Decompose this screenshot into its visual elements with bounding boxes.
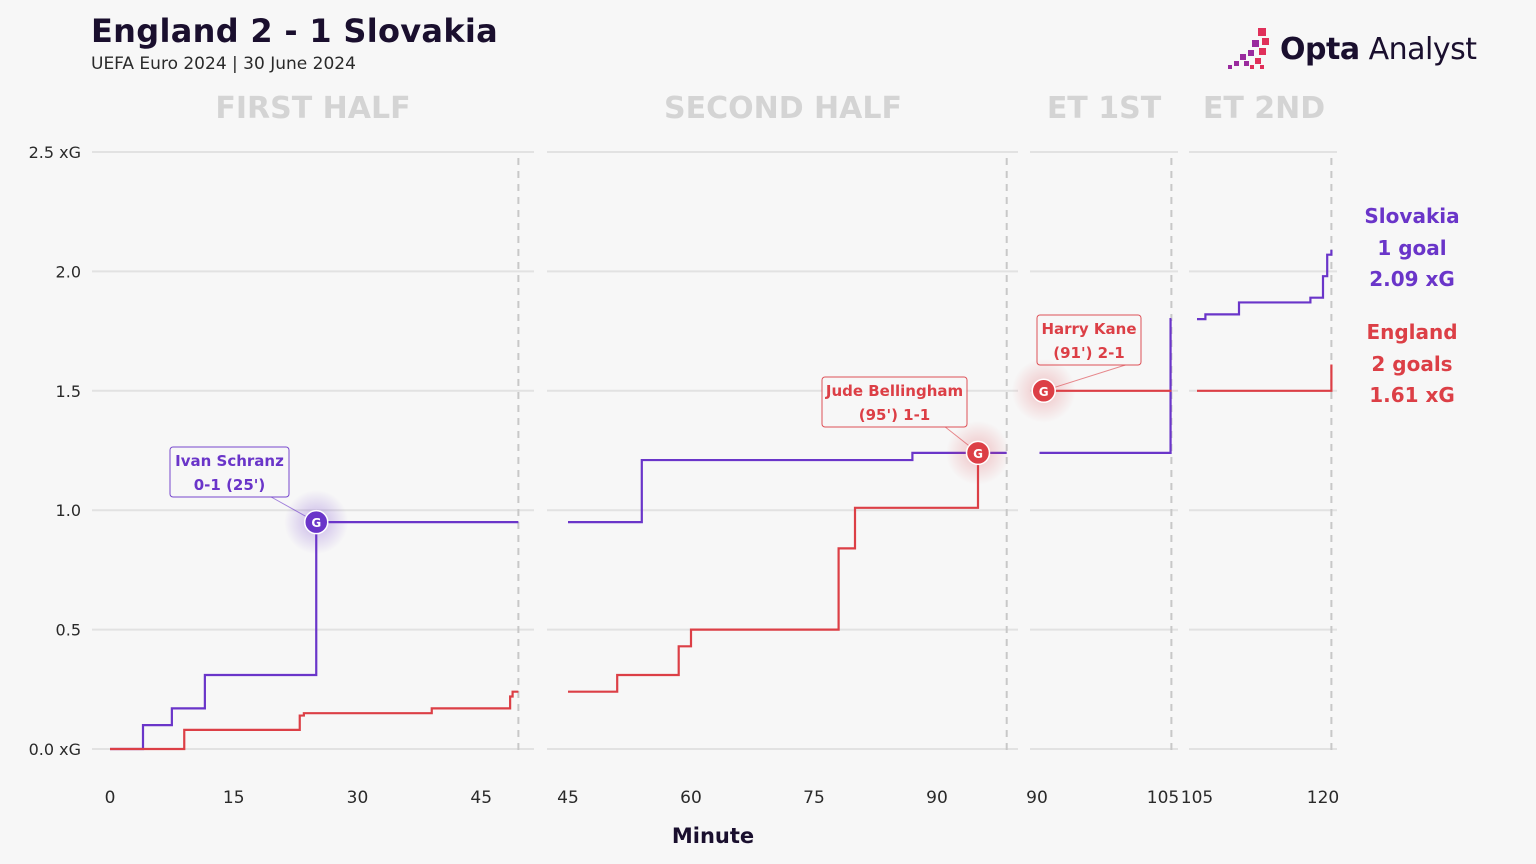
legend-england-team: England — [1366, 320, 1458, 344]
legend-slovakia: Slovakia 1 goal 2.09 xG — [1352, 201, 1472, 296]
annotation-scorer: Ivan Schranz — [175, 452, 284, 470]
x-tick-label: 105 — [1181, 788, 1213, 808]
legend-england-xg: 1.61 xG — [1369, 383, 1455, 407]
y-tick-label: 2.5 xG — [29, 143, 81, 162]
y-tick-label: 2.0 — [56, 262, 81, 281]
legend-slovakia-xg: 2.09 xG — [1369, 267, 1455, 291]
brand-name-strong: Opta — [1280, 31, 1360, 67]
period-label: SECOND HALF — [664, 91, 902, 126]
x-tick-label: 45 — [557, 788, 579, 808]
series-line-england — [110, 690, 519, 751]
y-tick-label: 1.5 — [56, 382, 81, 401]
brand-logo: Opta Analyst — [1228, 26, 1477, 72]
x-tick-label: 0 — [105, 788, 116, 808]
x-tick-label: 30 — [347, 788, 369, 808]
brand-name-light: Analyst — [1359, 31, 1477, 67]
brand-name: Opta Analyst — [1280, 32, 1477, 67]
page-title: England 2 - 1 Slovakia — [91, 12, 499, 50]
x-tick-label: 75 — [803, 788, 825, 808]
goal-marker-icon — [304, 509, 329, 535]
annotation-score: (91') 2-1 — [1053, 344, 1125, 362]
goal-marker-icon — [965, 440, 991, 466]
x-tick-label: 15 — [223, 788, 245, 808]
x-tick-label: 45 — [470, 788, 492, 808]
annotation-box — [821, 376, 968, 428]
series-line-slovakia — [110, 521, 519, 751]
goal-marker-label: G — [1039, 385, 1049, 399]
series-line-slovakia — [568, 451, 1007, 524]
series-line-england — [568, 451, 987, 693]
annotation-box — [169, 446, 290, 498]
annotation-scorer: Jude Bellingham — [825, 382, 963, 400]
x-tick-label: 90 — [1026, 788, 1048, 808]
annotation-box — [1036, 314, 1142, 366]
x-tick-label: 120 — [1307, 788, 1339, 808]
opta-logo-icon — [1228, 28, 1269, 69]
goal-marker-label: G — [311, 516, 321, 530]
page-subtitle: UEFA Euro 2024 | 30 June 2024 — [91, 54, 356, 74]
series-line-slovakia — [1197, 249, 1333, 321]
legend-england: England 2 goals 1.61 xG — [1352, 317, 1472, 412]
x-axis-label: Minute — [672, 824, 754, 848]
legend-slovakia-team: Slovakia — [1364, 204, 1460, 228]
period-label: FIRST HALF — [215, 91, 410, 126]
y-tick-label: 0.0 xG — [29, 740, 81, 759]
annotation-score: 0-1 (25') — [194, 476, 266, 494]
goal-marker-label: G — [973, 447, 983, 461]
y-tick-label: 1.0 — [56, 501, 81, 520]
x-tick-label: 60 — [680, 788, 702, 808]
legend-slovakia-goals: 1 goal — [1377, 235, 1447, 260]
x-tick-label: 105 — [1147, 788, 1179, 808]
annotation-score: (95') 1-1 — [859, 406, 931, 424]
series-line-england — [1197, 364, 1333, 392]
period-label: ET 1ST — [1047, 91, 1162, 126]
goal-marker-icon — [1031, 378, 1056, 404]
legend-england-goals: 2 goals — [1371, 351, 1453, 376]
period-label: ET 2ND — [1203, 91, 1325, 126]
y-tick-label: 0.5 — [56, 621, 81, 640]
series-line-slovakia — [1039, 318, 1172, 454]
annotation-scorer: Harry Kane — [1041, 320, 1136, 338]
x-tick-label: 90 — [926, 788, 948, 808]
